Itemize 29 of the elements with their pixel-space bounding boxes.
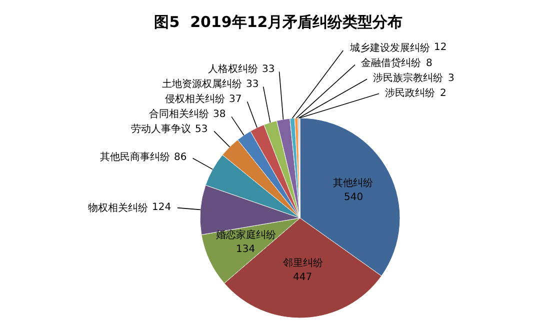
data-label: 3 <box>448 73 454 84</box>
data-label: 37 <box>229 94 242 105</box>
data-label: 12 <box>434 42 447 53</box>
data-label: 540 <box>344 192 364 203</box>
slice-label: 劳动人事争议 <box>131 123 191 135</box>
slice-label: 涉民族宗教纠纷 <box>373 72 443 84</box>
data-label: 2 <box>440 88 446 99</box>
data-label: 33 <box>262 64 275 75</box>
slice-label: 涉民政纠纷 <box>385 87 435 99</box>
data-label: 447 <box>293 272 312 283</box>
data-label: 53 <box>195 124 208 135</box>
data-label: 134 <box>236 244 256 255</box>
slice-label: 土地资源权属纠纷 <box>162 78 242 90</box>
data-label: 8 <box>426 58 432 69</box>
slice-label: 人格权纠纷 <box>208 63 258 75</box>
slice-label: 侵权相关纠纷 <box>165 93 225 105</box>
slice-label: 邻里纠纷 <box>283 257 323 269</box>
slice-label: 婚恋家庭纠纷 <box>216 229 276 241</box>
data-label: 124 <box>152 202 172 213</box>
slice-label: 金融借贷纠纷 <box>361 57 421 69</box>
data-label: 38 <box>213 109 226 120</box>
slice-label: 其他民商事纠纷 <box>100 151 170 163</box>
slice-label: 其他纠纷 <box>333 177 373 189</box>
data-label: 86 <box>174 152 187 163</box>
chart-title: 图5 2019年12月矛盾纠纷类型分布 <box>154 13 403 32</box>
slice-label: 合同相关纠纷 <box>149 108 209 120</box>
data-label: 33 <box>246 79 259 90</box>
slice-label: 物权相关纠纷 <box>88 202 148 214</box>
slice-label: 城乡建设发展纠纷 <box>349 42 430 54</box>
